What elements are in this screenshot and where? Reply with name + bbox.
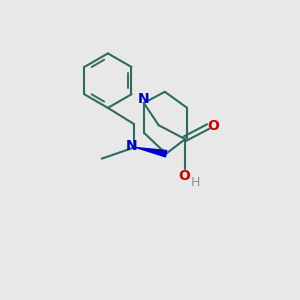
Polygon shape [136,148,167,157]
Text: N: N [126,139,138,153]
Text: O: O [208,119,220,134]
Text: H: H [191,176,200,189]
Text: O: O [179,169,190,182]
Text: N: N [138,92,150,106]
